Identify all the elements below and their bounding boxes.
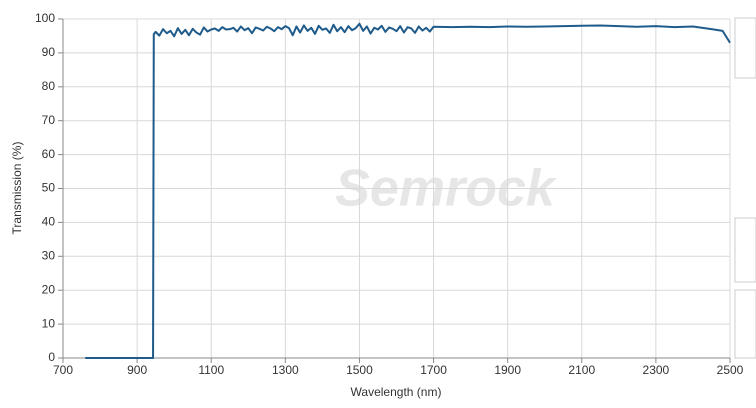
- x-axis-label: Wavelength (nm): [351, 385, 442, 399]
- side-panel: [734, 289, 756, 359]
- y-tick-label: 30: [42, 248, 56, 262]
- x-tick-label: 1100: [198, 363, 224, 377]
- x-tick-label: 1300: [272, 363, 299, 377]
- y-tick-label: 90: [42, 45, 56, 59]
- y-tick-label: 100: [35, 11, 55, 25]
- data-line: [85, 22, 731, 359]
- y-axis-label: Transmission (%): [10, 142, 24, 235]
- y-tick-label: 70: [42, 113, 56, 127]
- x-tick-label: 2100: [568, 363, 595, 377]
- x-tick-label: 700: [53, 363, 73, 377]
- y-tick-label: 0: [48, 350, 55, 364]
- x-tick-label: 2300: [643, 363, 670, 377]
- y-tick-label: 20: [42, 282, 56, 296]
- x-tick-label: 1500: [346, 363, 373, 377]
- y-tick-label: 10: [42, 316, 56, 330]
- side-panel: [734, 17, 756, 79]
- y-tick-label: 80: [42, 79, 56, 93]
- x-tick-label: 900: [127, 363, 147, 377]
- y-tick-label: 50: [42, 181, 56, 195]
- x-tick-label: 2500: [717, 363, 744, 377]
- y-tick-label: 60: [42, 147, 56, 161]
- x-tick-label: 1700: [420, 363, 447, 377]
- y-tick-label: 40: [42, 215, 56, 229]
- side-panel: [734, 217, 756, 283]
- x-tick-label: 1900: [494, 363, 521, 377]
